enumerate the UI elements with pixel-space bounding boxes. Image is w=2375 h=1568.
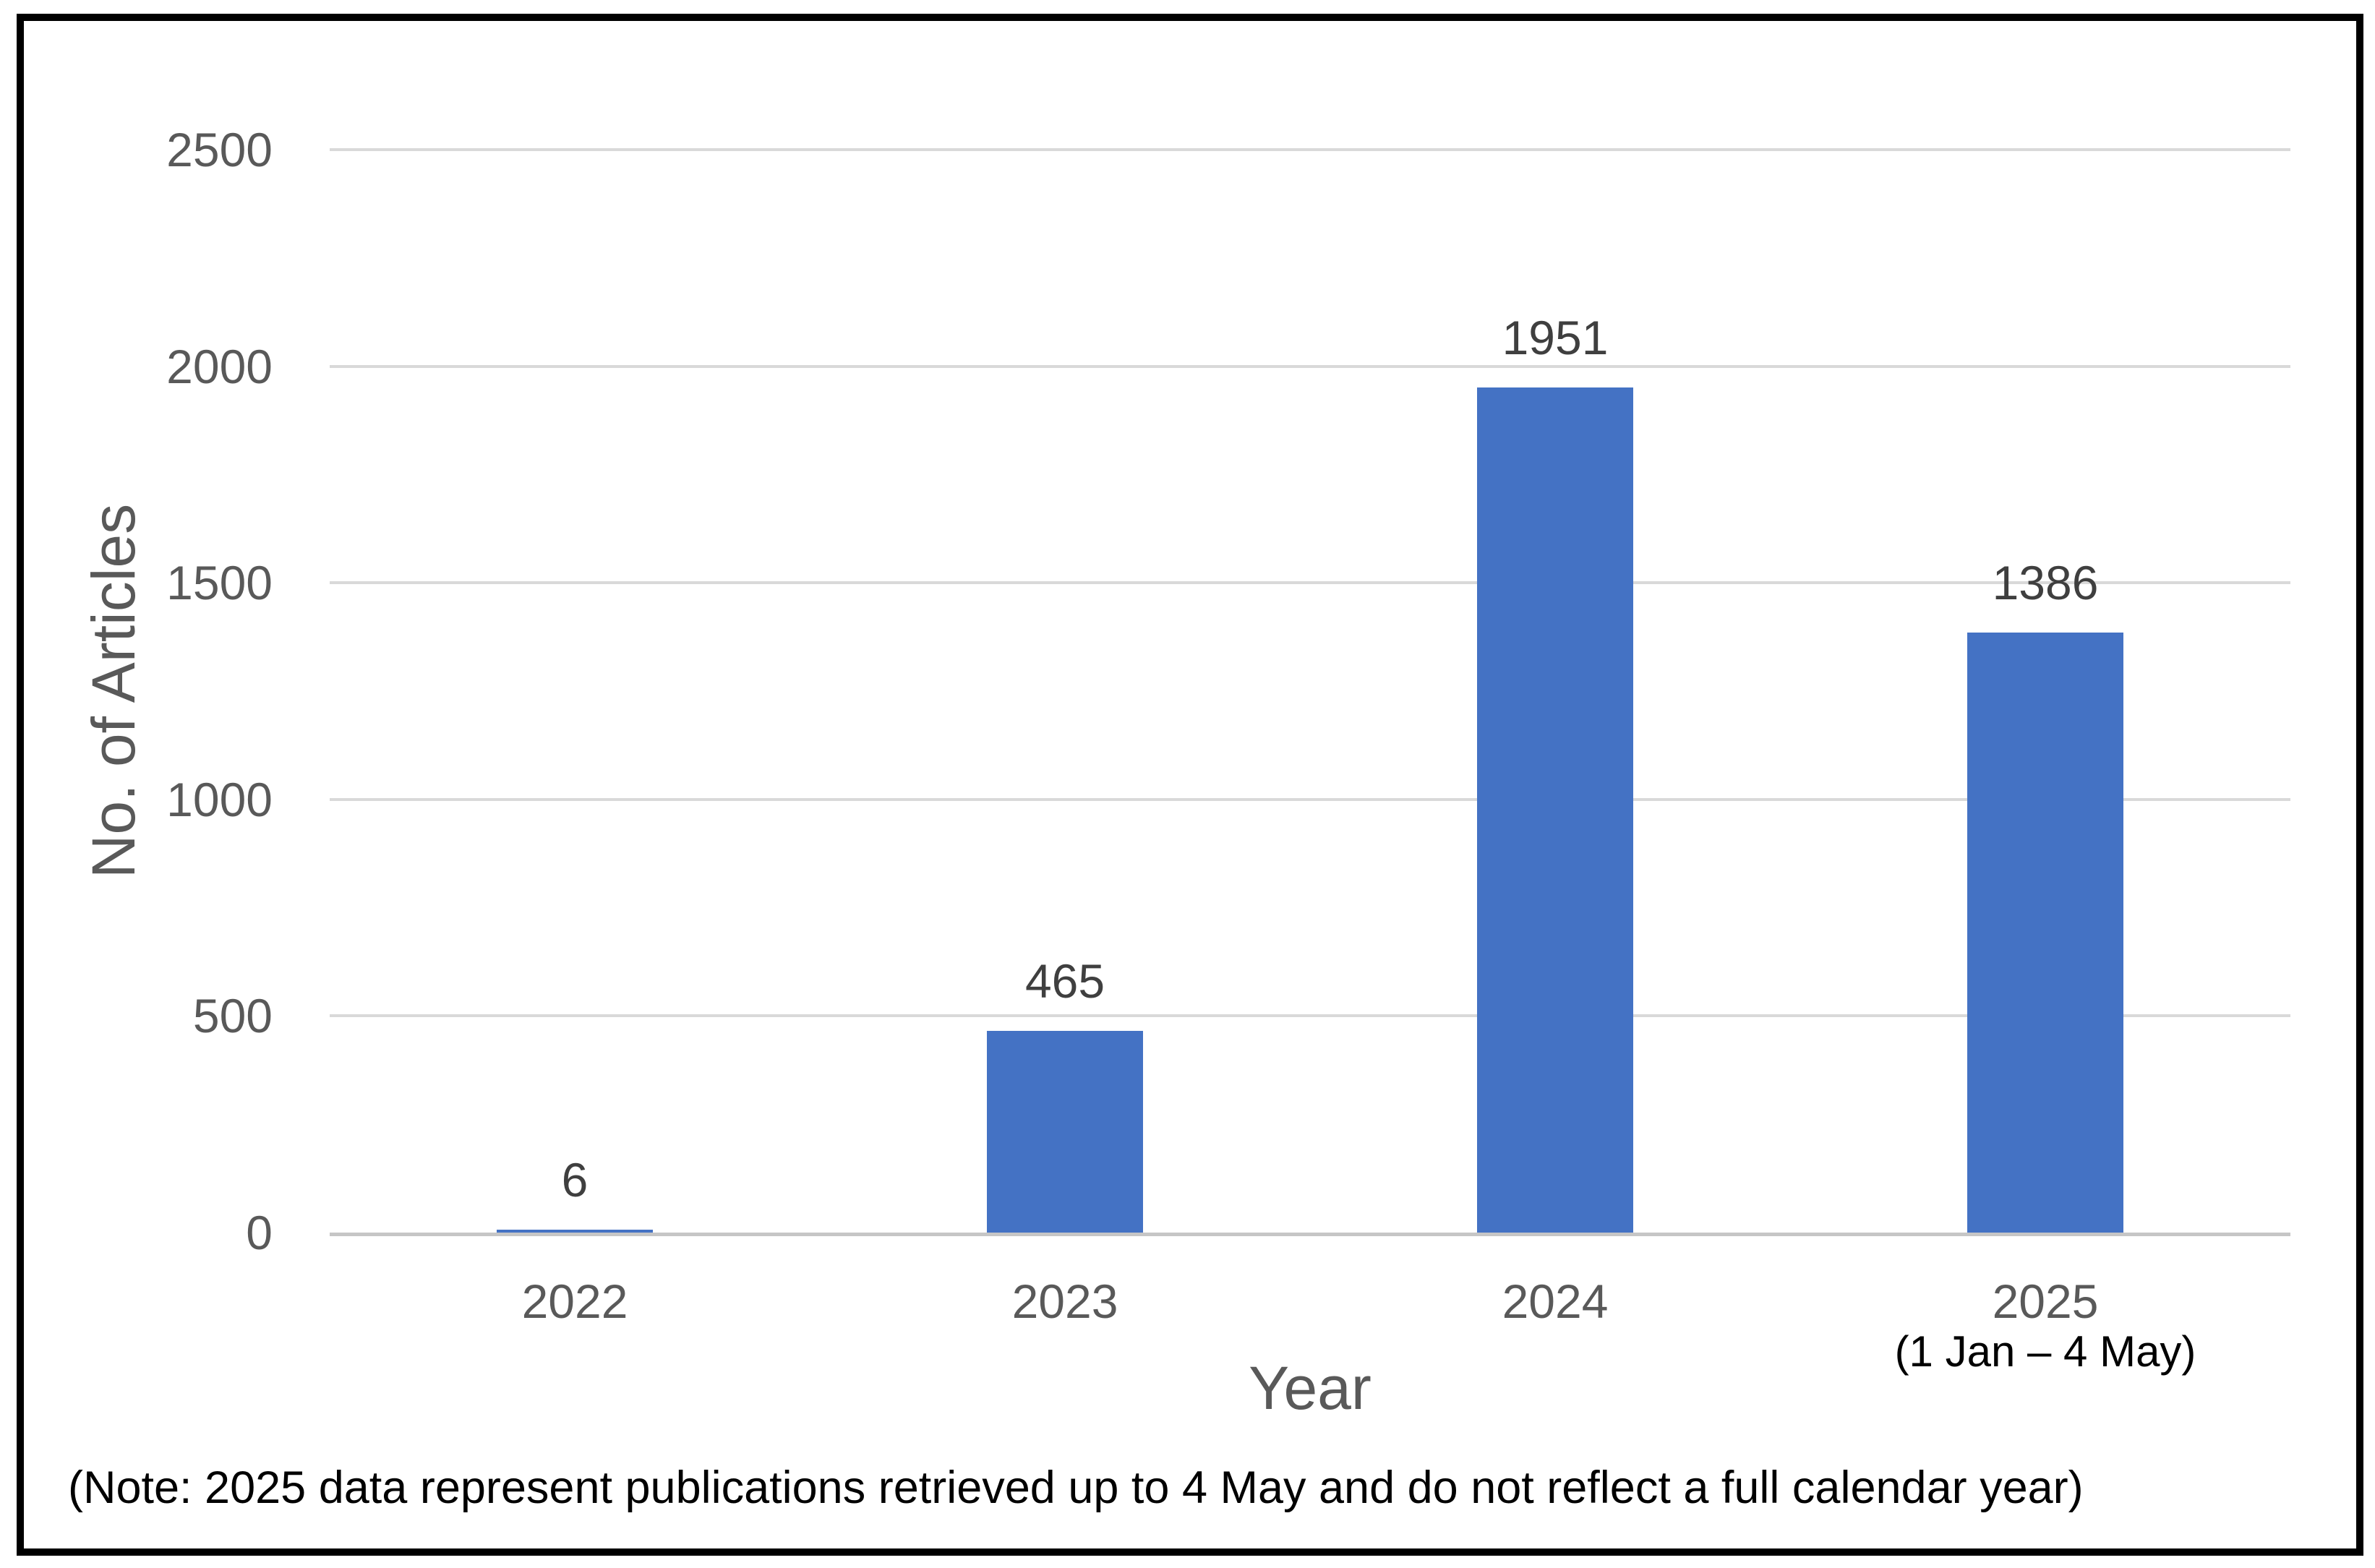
x-category-label-2023: 2023 [1011, 1274, 1118, 1328]
gridline-1500 [330, 581, 2290, 585]
footnote: (Note: 2025 data represent publications … [68, 1462, 2084, 1513]
gridline-2500 [330, 148, 2290, 151]
x-category-label-2022: 2022 [521, 1274, 628, 1328]
data-label-2025: 1386 [1992, 555, 2099, 609]
x-category-label-2025: 2025 [1992, 1274, 2099, 1328]
bar-2024 [1477, 387, 1633, 1233]
y-tick-label-1500: 1500 [166, 556, 273, 610]
plot-area [330, 148, 2290, 1236]
y-tick-label-2000: 2000 [166, 339, 273, 393]
y-tick-label-1000: 1000 [166, 772, 273, 826]
bar-2025 [1967, 632, 2123, 1233]
x-category-label-2024: 2024 [1502, 1274, 1609, 1328]
y-tick-label-0: 0 [246, 1206, 273, 1259]
data-label-2022: 6 [561, 1153, 589, 1207]
chart-border-frame [17, 14, 2363, 1556]
x-axis-title: Year [1249, 1354, 1371, 1422]
bar-2022 [497, 1230, 653, 1233]
gridline-2000 [330, 364, 2290, 368]
x-category-sublabel-2025: (1 Jan – 4 May) [1894, 1327, 2196, 1376]
y-axis-title: No. of Articles [80, 503, 147, 879]
data-label-2023: 465 [1024, 954, 1105, 1008]
gridline-500 [330, 1014, 2290, 1018]
x-axis-line [330, 1233, 2290, 1236]
data-label-2024: 1951 [1502, 310, 1609, 364]
bar-2023 [987, 1031, 1143, 1233]
y-tick-label-500: 500 [192, 989, 273, 1043]
gridline-1000 [330, 797, 2290, 801]
y-tick-label-2500: 2500 [166, 123, 273, 176]
